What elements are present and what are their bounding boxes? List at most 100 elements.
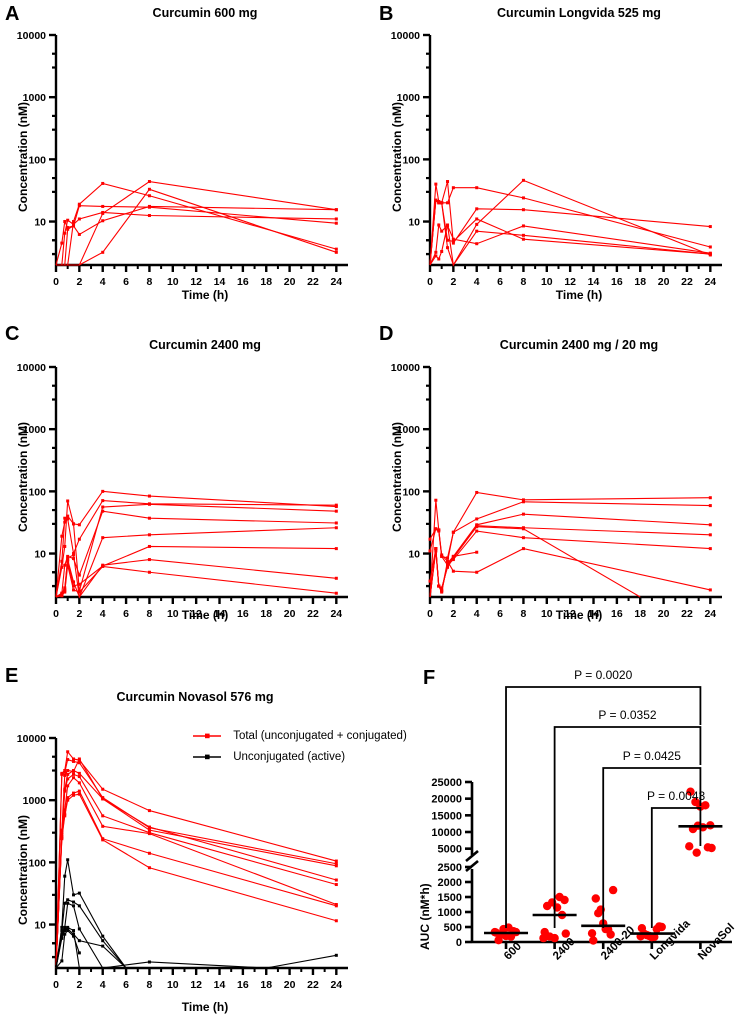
svg-text:20: 20 <box>658 276 670 288</box>
svg-text:2: 2 <box>76 979 82 991</box>
panel-c-xlabel: Time (h) <box>181 608 229 622</box>
svg-text:1500: 1500 <box>438 892 462 904</box>
svg-text:16: 16 <box>611 608 623 620</box>
svg-text:6: 6 <box>123 608 129 620</box>
svg-text:10: 10 <box>167 979 179 991</box>
p-value-label: P = 0.0043 <box>647 789 706 803</box>
svg-text:12: 12 <box>190 979 202 991</box>
svg-text:2500: 2500 <box>438 862 462 874</box>
panel-f-plot: 0 500 1000 1500 2000 2500 5000 10000 15000 20000 2… <box>431 686 732 949</box>
panel-a: A Curcumin 600 mg Concentration (nM) Tim… <box>0 0 374 310</box>
svg-text:10000: 10000 <box>391 362 420 374</box>
svg-text:25000: 25000 <box>431 777 462 789</box>
panel-d-xlabel: Time (h) <box>555 608 603 622</box>
legend-line-total-icon <box>193 733 221 739</box>
panel-letter-c: C <box>5 323 20 345</box>
svg-text:2: 2 <box>76 608 82 620</box>
svg-text:10000: 10000 <box>17 733 46 745</box>
svg-text:4: 4 <box>100 979 106 991</box>
panel-letter-b: B <box>379 3 394 25</box>
svg-text:12: 12 <box>564 276 576 288</box>
svg-text:10000: 10000 <box>17 362 46 374</box>
panel-letter-a: A <box>5 3 20 25</box>
panel-letter-f: F <box>423 667 436 689</box>
svg-text:18: 18 <box>634 276 646 288</box>
svg-text:500: 500 <box>444 922 462 934</box>
panel-b-title: Curcumin Longvida 525 mg <box>497 6 661 20</box>
panel-d: D Curcumin 2400 mg / 20 mg Concentration… <box>374 320 748 630</box>
svg-text:24: 24 <box>330 979 342 991</box>
panel-b: B Curcumin Longvida 525 mg Concentration… <box>374 0 748 310</box>
svg-text:24: 24 <box>704 276 716 288</box>
svg-text:6: 6 <box>123 276 129 288</box>
svg-text:100: 100 <box>28 857 46 869</box>
svg-text:10: 10 <box>408 217 420 229</box>
svg-text:10: 10 <box>541 608 553 620</box>
panel-f: F AUC (nM*h) 0 500 1000 1500 2000 2500 5000 100… <box>410 650 748 1022</box>
svg-text:20: 20 <box>284 608 296 620</box>
svg-text:24: 24 <box>330 608 342 620</box>
svg-text:20: 20 <box>658 608 670 620</box>
svg-text:14: 14 <box>588 276 600 288</box>
svg-text:10: 10 <box>541 276 553 288</box>
svg-text:1000: 1000 <box>438 907 462 919</box>
svg-text:0: 0 <box>427 608 433 620</box>
svg-text:12: 12 <box>190 608 202 620</box>
panel-d-title: Curcumin 2400 mg / 20 mg <box>499 338 659 352</box>
svg-text:8: 8 <box>147 979 153 991</box>
svg-text:22: 22 <box>681 608 693 620</box>
svg-text:10000: 10000 <box>431 827 462 839</box>
svg-text:16: 16 <box>237 276 249 288</box>
svg-text:16: 16 <box>237 979 249 991</box>
svg-text:0: 0 <box>53 979 59 991</box>
legend-total: Total (unconjugated + conjugated) <box>192 730 407 742</box>
svg-text:14: 14 <box>588 608 600 620</box>
svg-text:18: 18 <box>260 608 272 620</box>
svg-text:16: 16 <box>237 608 249 620</box>
p-value-label: P = 0.0425 <box>622 749 681 763</box>
svg-text:6: 6 <box>123 979 129 991</box>
svg-text:2: 2 <box>450 276 456 288</box>
svg-text:10: 10 <box>167 608 179 620</box>
svg-text:22: 22 <box>307 979 319 991</box>
svg-text:1000: 1000 <box>397 424 421 436</box>
svg-text:1000: 1000 <box>23 92 47 104</box>
svg-text:24: 24 <box>704 608 716 620</box>
svg-text:10: 10 <box>34 549 46 561</box>
svg-text:8: 8 <box>147 276 153 288</box>
svg-text:18: 18 <box>634 608 646 620</box>
panel-a-xlabel: Time (h) <box>181 288 229 302</box>
svg-text:4: 4 <box>100 276 106 288</box>
svg-text:2: 2 <box>76 276 82 288</box>
svg-text:1000: 1000 <box>23 424 47 436</box>
svg-text:8: 8 <box>521 276 527 288</box>
svg-text:10: 10 <box>34 217 46 229</box>
panel-letter-e: E <box>5 665 19 687</box>
svg-text:18: 18 <box>260 979 272 991</box>
svg-text:12: 12 <box>564 608 576 620</box>
legend-unconjugated: Unconjugated (active) <box>192 751 345 763</box>
panel-c: C Curcumin 2400 mg Concentration (nM) Ti… <box>0 320 374 630</box>
svg-text:15000: 15000 <box>431 810 462 822</box>
svg-text:6: 6 <box>497 276 503 288</box>
svg-text:20000: 20000 <box>431 794 462 806</box>
panel-e-title: Curcumin Novasol 576 mg <box>116 690 274 704</box>
svg-text:100: 100 <box>402 486 420 498</box>
panel-b-xlabel: Time (h) <box>555 288 603 302</box>
svg-text:14: 14 <box>214 608 226 620</box>
svg-text:2000: 2000 <box>438 877 462 889</box>
legend-unconjugated-label: Unconjugated (active) <box>233 751 346 763</box>
svg-text:16: 16 <box>611 276 623 288</box>
svg-text:10: 10 <box>408 549 420 561</box>
svg-text:0: 0 <box>53 276 59 288</box>
svg-text:4: 4 <box>474 276 480 288</box>
svg-text:22: 22 <box>307 608 319 620</box>
svg-text:8: 8 <box>147 608 153 620</box>
svg-text:18: 18 <box>260 276 272 288</box>
svg-text:24: 24 <box>330 276 342 288</box>
svg-text:10: 10 <box>34 920 46 932</box>
svg-text:20: 20 <box>284 979 296 991</box>
